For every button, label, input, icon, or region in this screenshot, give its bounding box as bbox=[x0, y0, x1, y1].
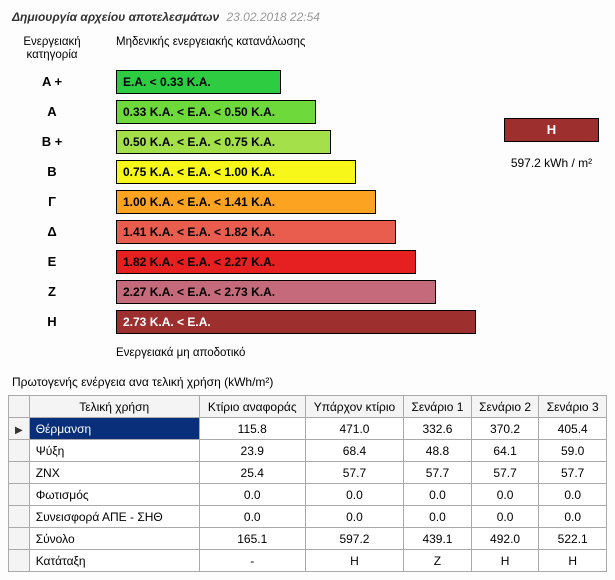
category-labels: A +AB +BΓΔEZH bbox=[12, 67, 92, 337]
table-column-header[interactable]: Σενάριο 3 bbox=[539, 396, 607, 418]
table-column-header[interactable]: Τελική χρήση bbox=[29, 396, 199, 418]
result-badge: H bbox=[504, 118, 599, 142]
category-label: A + bbox=[12, 67, 92, 97]
value-cell[interactable]: - bbox=[199, 550, 305, 572]
value-cell[interactable]: 59.0 bbox=[539, 440, 607, 462]
category-bar: 0.75 K.A. < E.A. < 1.00 K.A. bbox=[116, 160, 356, 184]
table-row[interactable]: Σύνολο165.1597.2439.1492.0522.1 bbox=[9, 528, 607, 550]
table-header-row: Τελική χρήσηΚτίριο αναφοράςΥπάρχον κτίρι… bbox=[9, 396, 607, 418]
use-cell[interactable]: Ψύξη bbox=[29, 440, 199, 462]
value-cell[interactable]: 405.4 bbox=[539, 418, 607, 440]
value-cell[interactable]: 332.6 bbox=[404, 418, 472, 440]
value-cell[interactable]: 68.4 bbox=[305, 440, 403, 462]
table-title: Πρωτογενής ενέργεια ανα τελική χρήση (kW… bbox=[0, 369, 615, 395]
category-bar: 0.33 K.A. < E.A. < 0.50 K.A. bbox=[116, 100, 316, 124]
value-cell[interactable]: 471.0 bbox=[305, 418, 403, 440]
value-cell[interactable]: 57.7 bbox=[471, 462, 539, 484]
value-cell[interactable]: 0.0 bbox=[471, 506, 539, 528]
category-label: Γ bbox=[12, 187, 92, 217]
category-label: H bbox=[12, 307, 92, 337]
category-bar: 1.82 K.A. < E.A. < 2.27 K.A. bbox=[116, 250, 416, 274]
row-selector[interactable] bbox=[9, 440, 30, 462]
category-label: Z bbox=[12, 277, 92, 307]
value-cell[interactable]: H bbox=[305, 550, 403, 572]
row-header-blank bbox=[9, 396, 30, 418]
value-cell[interactable]: 25.4 bbox=[199, 462, 305, 484]
value-cell[interactable]: 64.1 bbox=[471, 440, 539, 462]
use-cell[interactable]: Κατάταξη bbox=[29, 550, 199, 572]
category-bar: 2.27 K.A. < E.A. < 2.73 K.A. bbox=[116, 280, 436, 304]
value-cell[interactable]: 0.0 bbox=[305, 484, 403, 506]
value-cell[interactable]: H bbox=[471, 550, 539, 572]
value-cell[interactable]: 370.2 bbox=[471, 418, 539, 440]
use-cell[interactable]: Θέρμανση bbox=[29, 418, 199, 440]
row-selector[interactable] bbox=[9, 506, 30, 528]
value-cell[interactable]: 597.2 bbox=[305, 528, 403, 550]
value-cell[interactable]: 0.0 bbox=[305, 506, 403, 528]
category-bars: E.A. < 0.33 K.A. 0.33 K.A. < E.A. < 0.50 … bbox=[92, 67, 603, 337]
chart-top-note: Μηδενικής ενεργειακής κατανάλωσης bbox=[116, 36, 603, 54]
category-column-title: Ενεργειακή κατηγορία bbox=[12, 36, 92, 67]
row-selector[interactable] bbox=[9, 550, 30, 572]
table-row[interactable]: Συνεισφορά ΑΠΕ - ΣΗΘ0.00.00.00.00.0 bbox=[9, 506, 607, 528]
row-selector[interactable]: ▶ bbox=[9, 418, 30, 440]
table-row[interactable]: Φωτισμός0.00.00.00.00.0 bbox=[9, 484, 607, 506]
result-box: H 597.2 kWh / m² bbox=[504, 118, 599, 170]
category-bar: E.A. < 0.33 K.A. bbox=[116, 70, 281, 94]
table-column-header[interactable]: Κτίριο αναφοράς bbox=[199, 396, 305, 418]
value-cell[interactable]: 23.9 bbox=[199, 440, 305, 462]
value-cell[interactable]: Z bbox=[404, 550, 472, 572]
value-cell[interactable]: 0.0 bbox=[471, 484, 539, 506]
table-row[interactable]: Ψύξη23.968.448.864.159.0 bbox=[9, 440, 607, 462]
value-cell[interactable]: 492.0 bbox=[471, 528, 539, 550]
category-label: A bbox=[12, 97, 92, 127]
use-cell[interactable]: ZNX bbox=[29, 462, 199, 484]
row-selector[interactable] bbox=[9, 528, 30, 550]
value-cell[interactable]: 115.8 bbox=[199, 418, 305, 440]
table-row[interactable]: ▶ Θέρμανση115.8471.0332.6370.2405.4 bbox=[9, 418, 607, 440]
value-cell[interactable]: 0.0 bbox=[539, 484, 607, 506]
row-selector[interactable] bbox=[9, 484, 30, 506]
category-bar: 0.50 K.A. < E.A. < 0.75 K.A. bbox=[116, 130, 331, 154]
use-cell[interactable]: Συνεισφορά ΑΠΕ - ΣΗΘ bbox=[29, 506, 199, 528]
value-cell[interactable]: 0.0 bbox=[199, 506, 305, 528]
value-cell[interactable]: 439.1 bbox=[404, 528, 472, 550]
use-cell[interactable]: Σύνολο bbox=[29, 528, 199, 550]
energy-category-chart: Ενεργειακή κατηγορία Μηδενικής ενεργειακ… bbox=[0, 28, 615, 369]
category-bar: 1.41 K.A. < E.A. < 1.82 K.A. bbox=[116, 220, 396, 244]
table-row[interactable]: ZNX25.457.757.757.757.7 bbox=[9, 462, 607, 484]
report-timestamp: 23.02.2018 22:54 bbox=[227, 10, 320, 24]
value-cell[interactable]: 57.7 bbox=[404, 462, 472, 484]
row-selector[interactable] bbox=[9, 462, 30, 484]
category-label: Δ bbox=[12, 217, 92, 247]
table-row[interactable]: Κατάταξη-HZHH bbox=[9, 550, 607, 572]
table-column-header[interactable]: Σενάριο 2 bbox=[471, 396, 539, 418]
value-cell[interactable]: 0.0 bbox=[539, 506, 607, 528]
result-value: 597.2 kWh / m² bbox=[504, 156, 599, 170]
value-cell[interactable]: 165.1 bbox=[199, 528, 305, 550]
value-cell[interactable]: 57.7 bbox=[305, 462, 403, 484]
report-header: Δημιουργία αρχείου αποτελεσμάτων 23.02.2… bbox=[0, 0, 615, 28]
category-label: B bbox=[12, 157, 92, 187]
value-cell[interactable]: 48.8 bbox=[404, 440, 472, 462]
value-cell[interactable]: 522.1 bbox=[539, 528, 607, 550]
category-column: Ενεργειακή κατηγορία bbox=[12, 36, 92, 67]
table-column-header[interactable]: Σενάριο 1 bbox=[404, 396, 472, 418]
current-row-marker-icon: ▶ bbox=[15, 425, 23, 436]
chart-bottom-note: Ενεργειακά μη αποδοτικό bbox=[116, 347, 603, 365]
category-label: B + bbox=[12, 127, 92, 157]
value-cell[interactable]: 57.7 bbox=[539, 462, 607, 484]
category-bar: 1.00 K.A. < E.A. < 1.41 K.A. bbox=[116, 190, 376, 214]
primary-energy-table: Τελική χρήσηΚτίριο αναφοράςΥπάρχον κτίρι… bbox=[8, 395, 607, 572]
use-cell[interactable]: Φωτισμός bbox=[29, 484, 199, 506]
value-cell[interactable]: 0.0 bbox=[199, 484, 305, 506]
value-cell[interactable]: H bbox=[539, 550, 607, 572]
value-cell[interactable]: 0.0 bbox=[404, 506, 472, 528]
category-bar: 2.73 K.A. < E.A. bbox=[116, 310, 476, 334]
value-cell[interactable]: 0.0 bbox=[404, 484, 472, 506]
category-label: E bbox=[12, 247, 92, 277]
report-title: Δημιουργία αρχείου αποτελεσμάτων bbox=[12, 10, 219, 24]
table-column-header[interactable]: Υπάρχον κτίριο bbox=[305, 396, 403, 418]
